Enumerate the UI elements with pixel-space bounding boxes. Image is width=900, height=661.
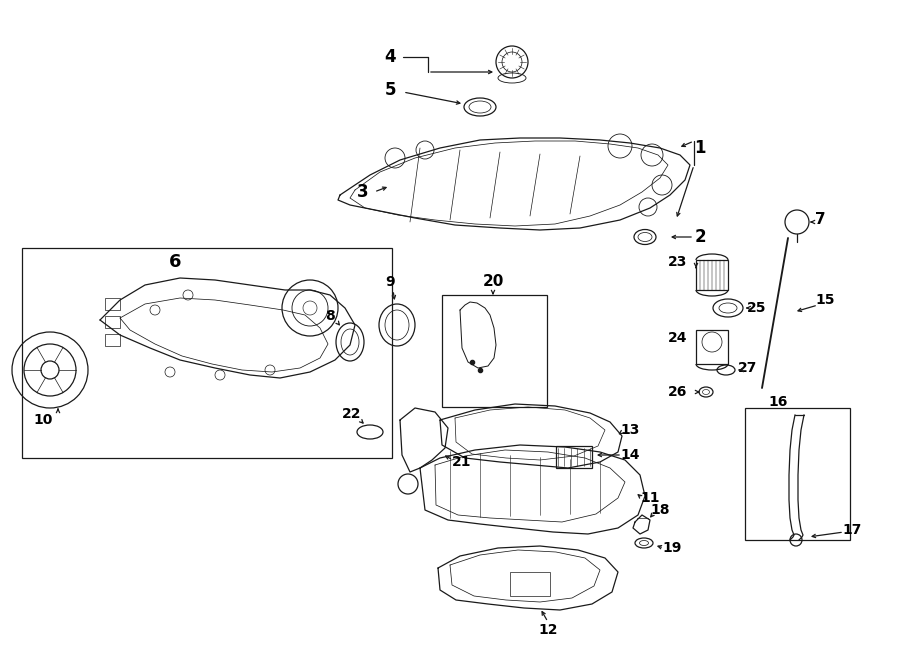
Bar bbox=[22, 248, 392, 458]
Text: 16: 16 bbox=[769, 395, 788, 409]
Bar bbox=[696, 260, 728, 290]
Text: 14: 14 bbox=[620, 448, 640, 462]
Bar bbox=[105, 334, 120, 346]
Text: 24: 24 bbox=[668, 331, 688, 345]
Text: 10: 10 bbox=[33, 413, 53, 427]
Bar bbox=[105, 316, 120, 328]
Text: 22: 22 bbox=[342, 407, 362, 421]
Text: 20: 20 bbox=[482, 274, 504, 290]
Text: 17: 17 bbox=[842, 523, 861, 537]
Text: 12: 12 bbox=[538, 623, 558, 637]
Bar bbox=[556, 446, 592, 468]
Bar bbox=[510, 572, 550, 596]
Text: 1: 1 bbox=[694, 139, 706, 157]
Bar bbox=[442, 295, 547, 407]
Text: 18: 18 bbox=[650, 503, 670, 517]
Text: 19: 19 bbox=[662, 541, 681, 555]
Text: 23: 23 bbox=[669, 255, 688, 269]
Text: 27: 27 bbox=[738, 361, 758, 375]
Text: 11: 11 bbox=[640, 491, 660, 505]
Bar bbox=[105, 298, 120, 310]
Text: 25: 25 bbox=[747, 301, 767, 315]
Text: 6: 6 bbox=[169, 253, 181, 271]
Text: 26: 26 bbox=[669, 385, 688, 399]
Text: 2: 2 bbox=[694, 228, 706, 246]
Text: 21: 21 bbox=[452, 455, 472, 469]
Text: 5: 5 bbox=[384, 81, 396, 99]
Text: 4: 4 bbox=[384, 48, 396, 66]
Text: 3: 3 bbox=[357, 183, 369, 201]
Text: 8: 8 bbox=[325, 309, 335, 323]
Text: 15: 15 bbox=[815, 293, 835, 307]
Bar bbox=[696, 330, 728, 364]
Text: 13: 13 bbox=[620, 423, 640, 437]
Text: 9: 9 bbox=[385, 275, 395, 289]
Text: 7: 7 bbox=[814, 212, 825, 227]
Bar bbox=[745, 408, 850, 540]
